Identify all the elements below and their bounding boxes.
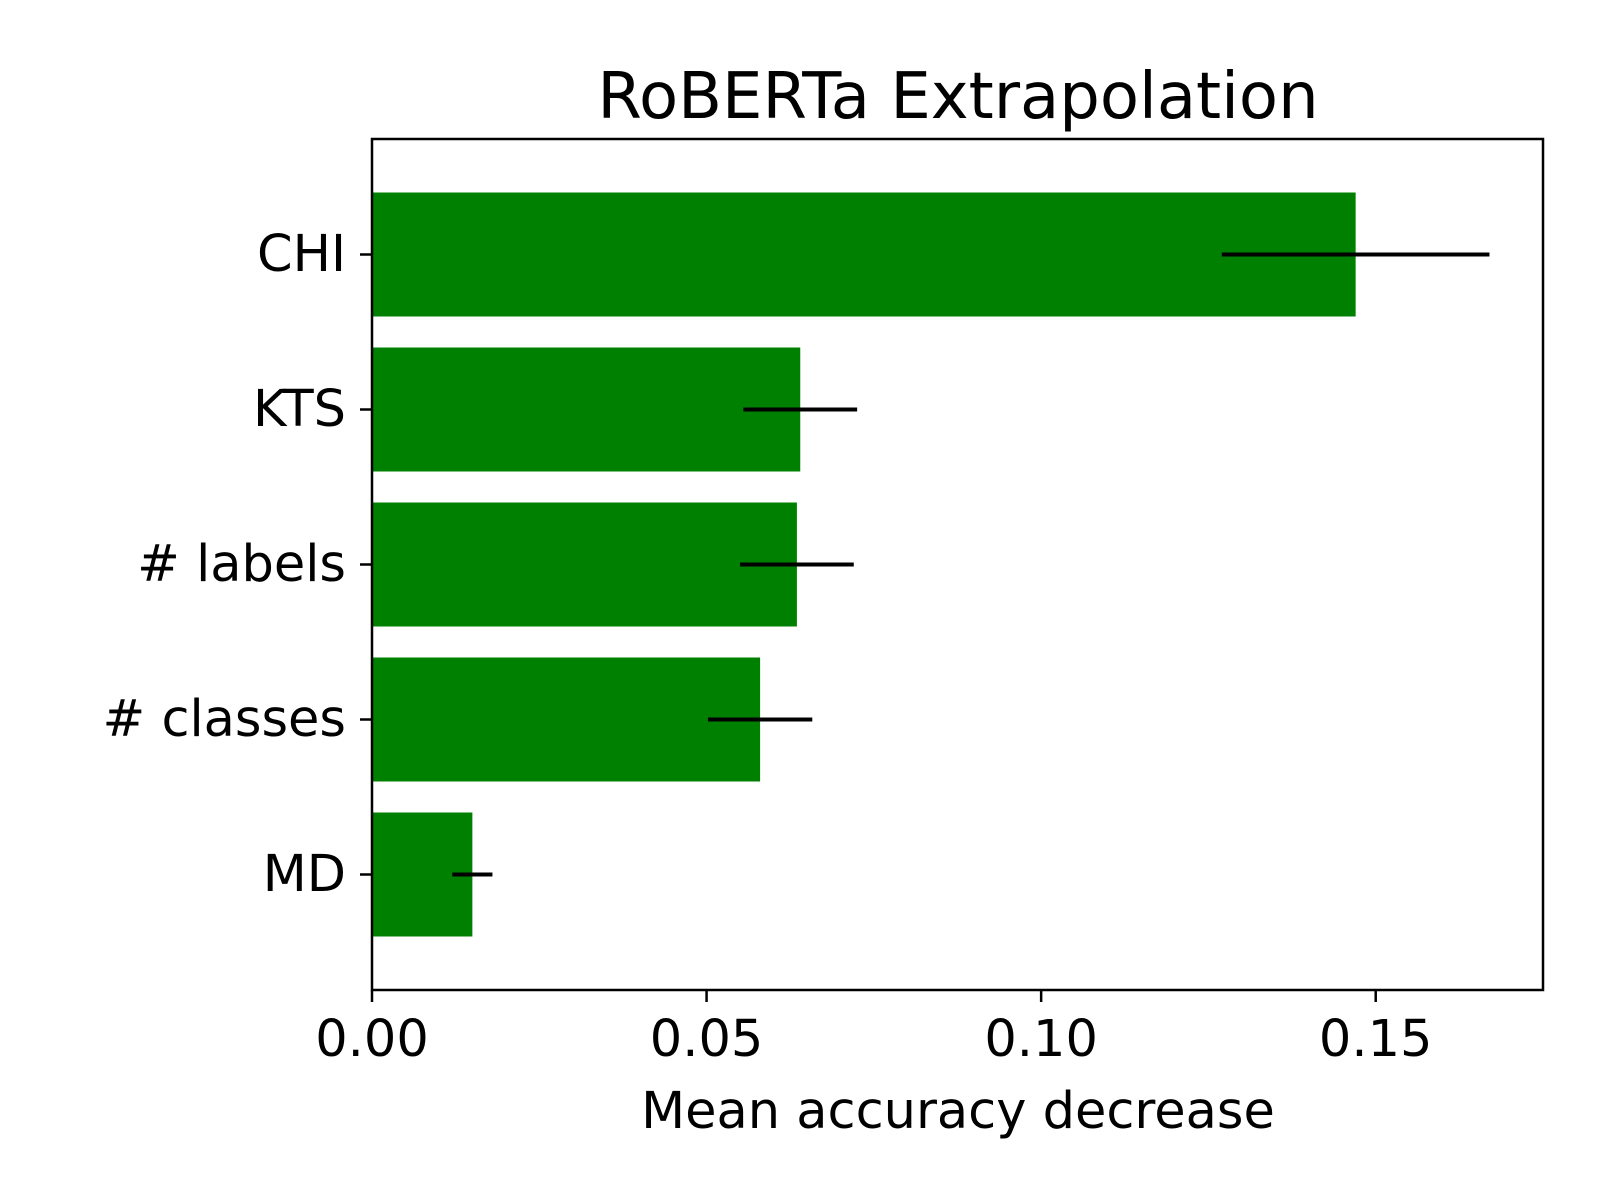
bar-1 [372,347,801,472]
error-bars-group [452,252,1490,877]
y-axis: CHI KTS # labels # classes MD [103,225,372,904]
x-axis: 0.00 0.05 0.10 0.15 [315,990,1432,1069]
x-tick-label-3: 0.15 [1319,1010,1433,1069]
bar-0 [372,192,1356,317]
y-tick-label-2: # labels [137,535,346,594]
x-axis-label: Mean accuracy decrease [641,1082,1275,1141]
bar-2 [372,502,797,627]
y-tick-label-4: MD [263,845,346,904]
x-tick-label-0: 0.00 [315,1010,429,1069]
bars-group [372,192,1356,937]
y-tick-label-0: CHI [257,225,346,284]
x-tick-label-1: 0.05 [650,1010,764,1069]
bar-3 [372,657,761,782]
chart-title: RoBERTa Extrapolation [597,60,1318,134]
x-tick-label-2: 0.10 [984,1010,1098,1069]
y-tick-label-3: # classes [103,690,347,749]
y-tick-label-1: KTS [253,380,346,439]
